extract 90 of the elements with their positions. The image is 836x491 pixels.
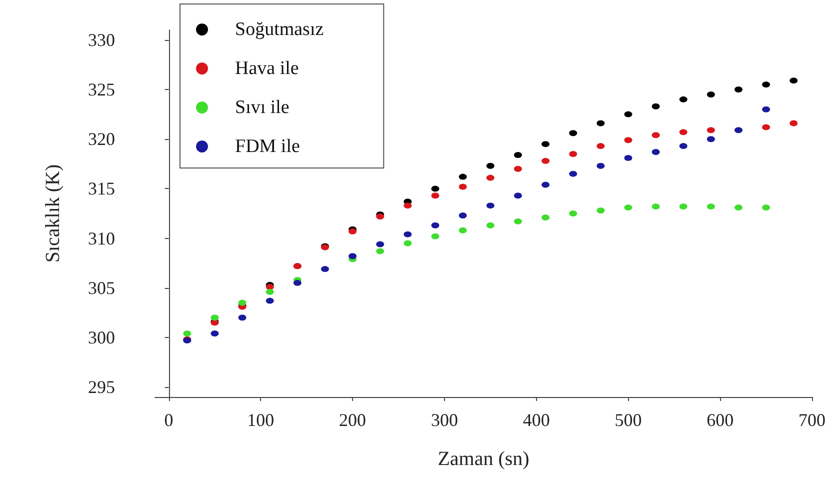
point (486, 162, 494, 169)
point (431, 233, 440, 240)
point (679, 204, 688, 210)
point (238, 314, 246, 321)
point (624, 111, 632, 118)
point (790, 120, 798, 126)
point (514, 218, 522, 224)
point (458, 227, 467, 234)
x-tick-label: 600 (706, 410, 734, 430)
point (790, 78, 798, 84)
point (569, 130, 578, 136)
point (486, 222, 494, 228)
point (542, 214, 550, 220)
y-axis-title: Sıcaklık (K) (42, 164, 64, 263)
point (624, 154, 632, 161)
point (376, 248, 384, 254)
x-tick-label: 300 (430, 410, 458, 430)
point (762, 82, 770, 88)
point (652, 204, 660, 210)
point (266, 288, 274, 295)
x-tick-label: 700 (798, 410, 826, 430)
point (762, 106, 770, 112)
point (762, 204, 770, 211)
point (569, 150, 578, 157)
x-tick-label: 500 (614, 410, 642, 430)
legend-label: FDM ile (235, 136, 300, 157)
point (210, 314, 219, 321)
point (542, 158, 550, 164)
point (404, 202, 412, 209)
x-axis-title: Zaman (sn) (438, 448, 530, 470)
point (514, 152, 522, 158)
point (542, 141, 550, 148)
point (431, 186, 440, 192)
point (624, 204, 632, 211)
point (266, 298, 274, 304)
point (183, 330, 192, 337)
point (431, 222, 440, 228)
y-tick-label: 305 (88, 278, 115, 298)
point (624, 137, 632, 144)
point (596, 120, 605, 126)
point (431, 192, 440, 199)
x-tick-label: 100 (247, 410, 274, 430)
point (734, 127, 742, 134)
point (706, 136, 715, 142)
y-tick-label: 325 (88, 80, 115, 100)
point (652, 132, 660, 138)
point (458, 184, 467, 190)
point (348, 253, 357, 260)
legend-label: Hava ile (235, 58, 299, 79)
point (706, 127, 715, 134)
point (679, 96, 688, 102)
point (514, 192, 522, 199)
point (679, 143, 688, 150)
point (596, 143, 605, 150)
point (542, 182, 550, 188)
point (679, 129, 688, 136)
y-tick-label: 300 (88, 327, 115, 348)
point (210, 330, 219, 337)
point (404, 240, 412, 246)
point (486, 202, 494, 209)
point (762, 124, 770, 130)
legend-label: Sıvı ile (235, 97, 290, 118)
point (238, 300, 246, 306)
point (458, 174, 467, 180)
x-tick-label: 200 (339, 410, 366, 430)
point (596, 208, 605, 214)
point (734, 86, 742, 93)
point (321, 266, 329, 272)
point (376, 241, 384, 248)
y-tick-label: 310 (88, 228, 115, 248)
point (596, 162, 605, 169)
point (734, 204, 742, 211)
point (706, 91, 715, 98)
point (569, 170, 578, 177)
legend-label: Soğutmasız (235, 19, 324, 40)
y-tick-label: 295 (88, 377, 115, 398)
point (458, 212, 467, 218)
point (486, 174, 494, 181)
point (404, 231, 412, 238)
y-tick-label: 330 (88, 30, 115, 50)
point (706, 204, 715, 210)
point (652, 149, 660, 155)
y-tick-label: 320 (88, 129, 115, 150)
x-tick-label: 0 (164, 410, 174, 430)
point (652, 103, 660, 110)
point (293, 280, 302, 286)
point (569, 210, 578, 216)
y-tick-label: 315 (88, 178, 115, 199)
x-tick-label: 400 (522, 410, 550, 430)
point (514, 166, 522, 172)
